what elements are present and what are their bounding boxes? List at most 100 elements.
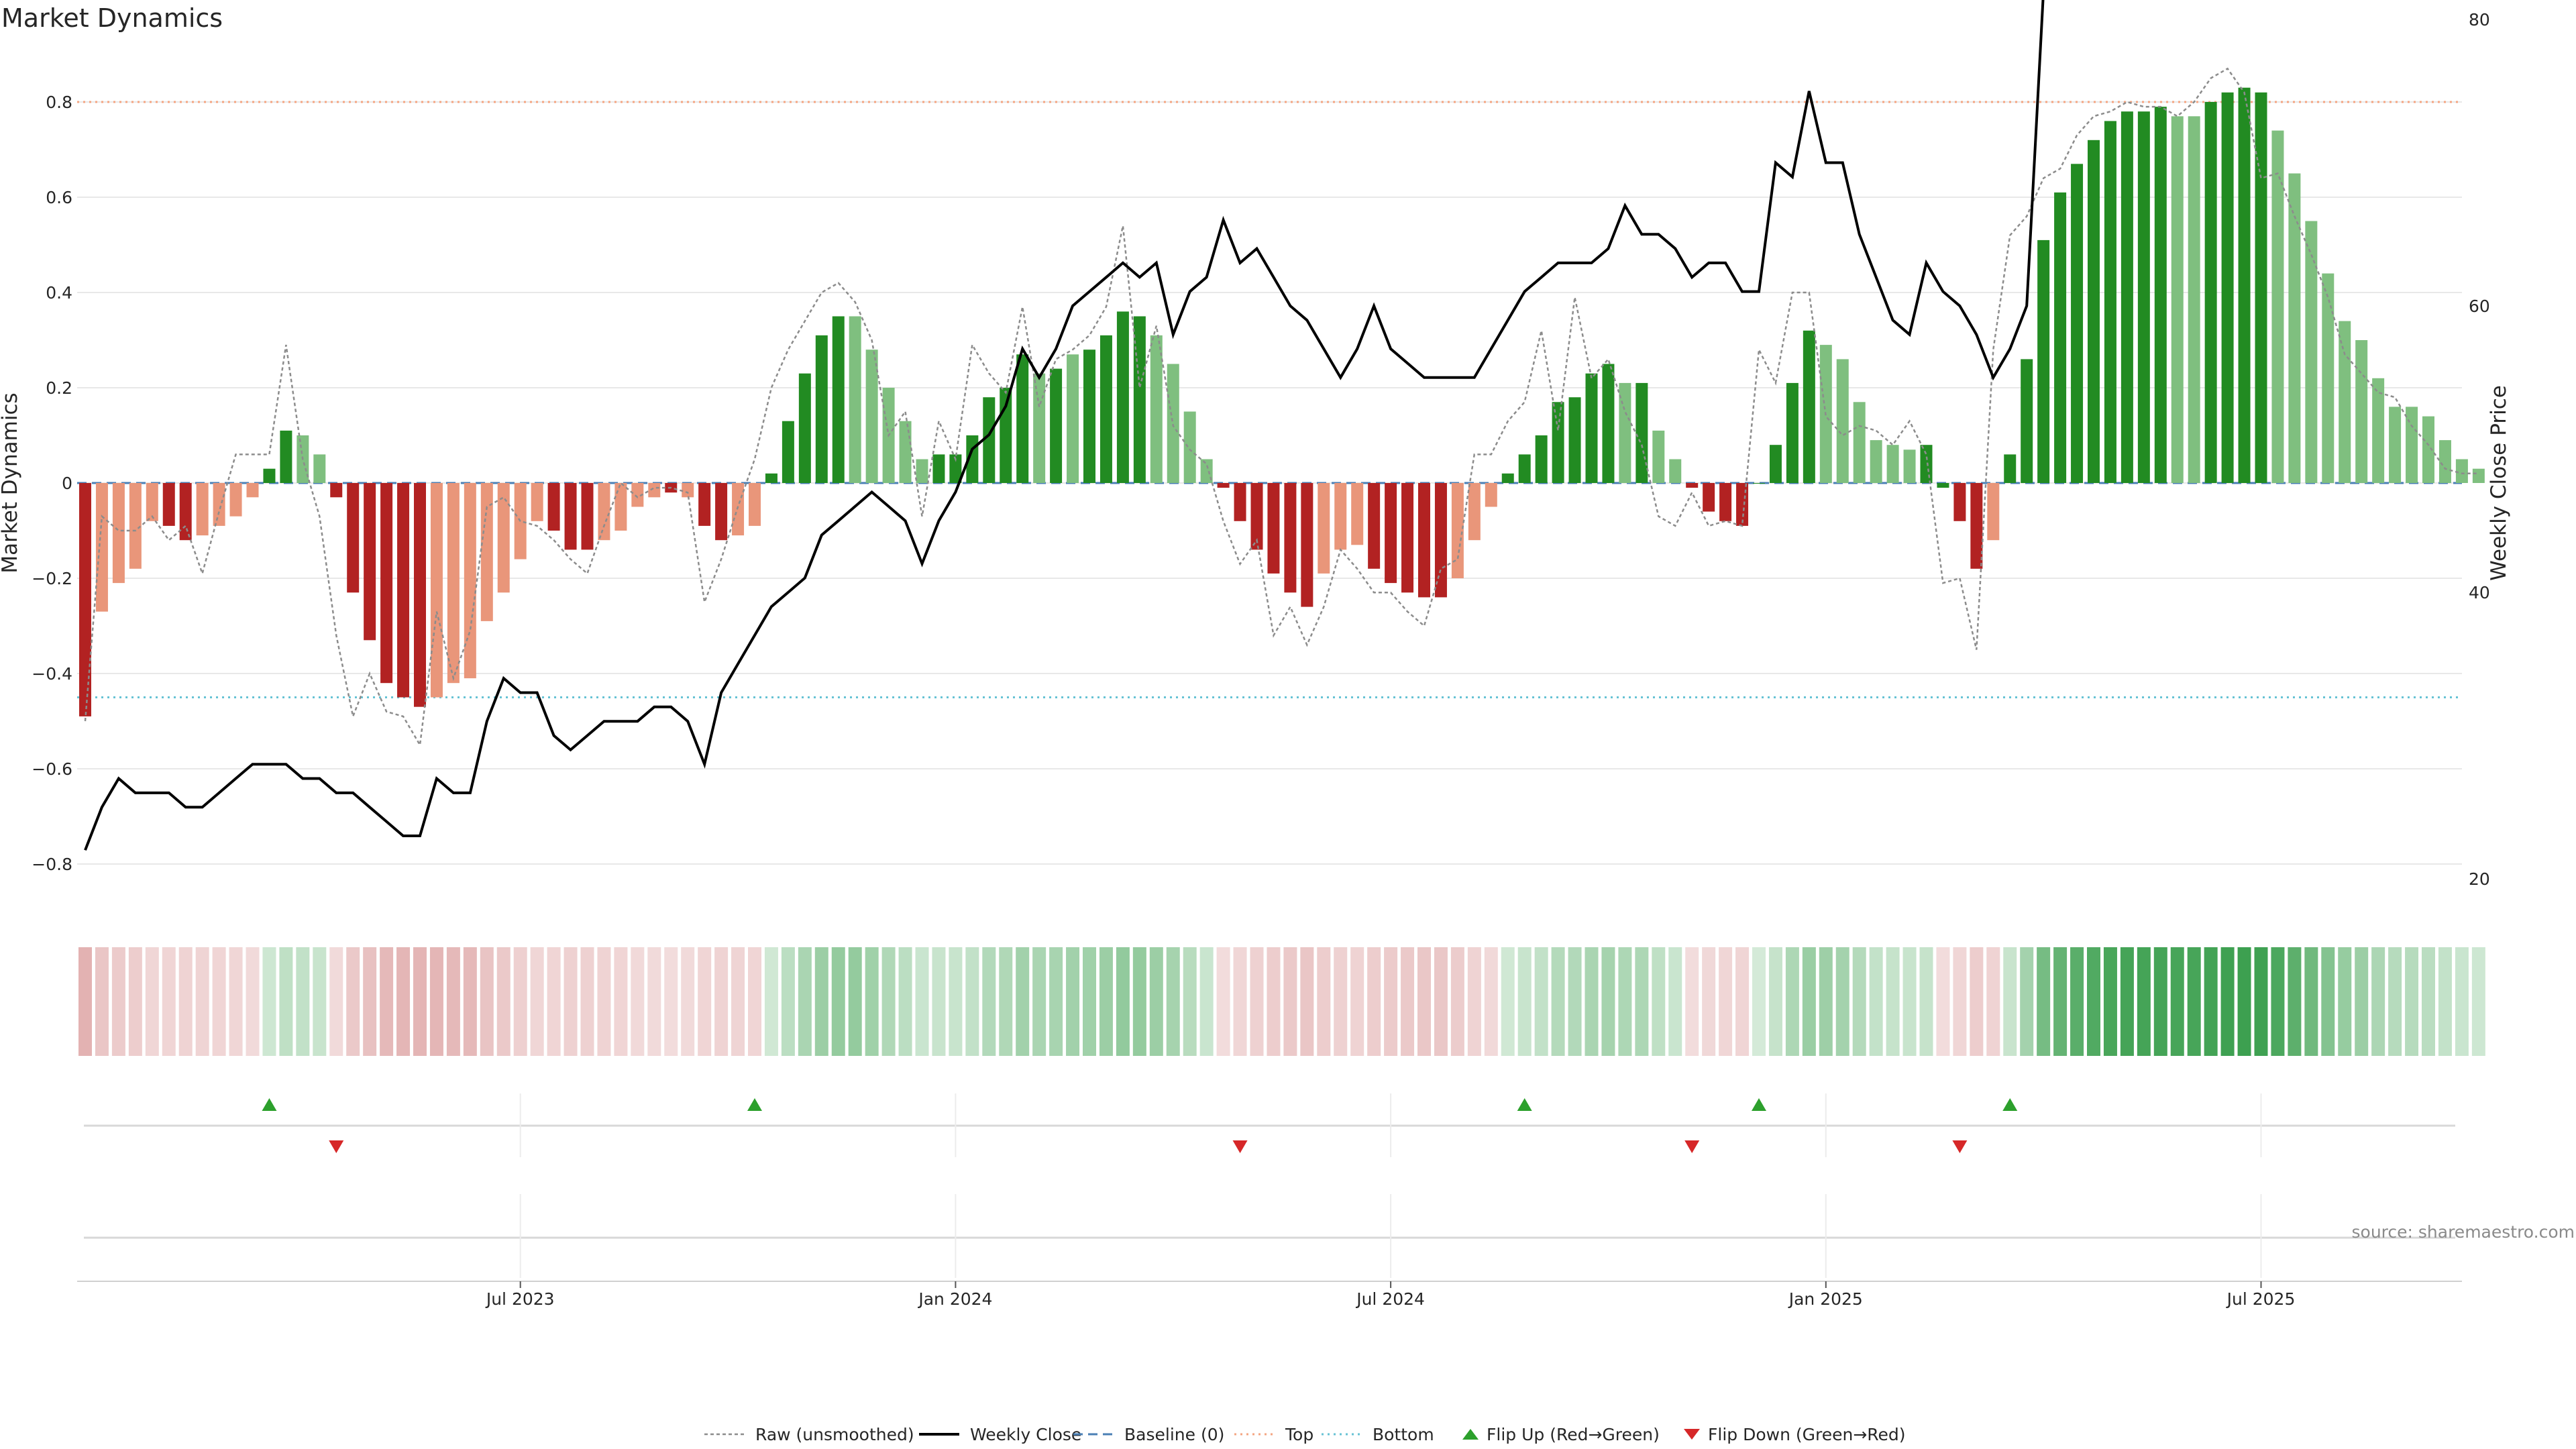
heat-cell	[246, 947, 260, 1056]
heat-cell	[111, 947, 125, 1056]
heat-cell	[346, 947, 360, 1056]
bar	[2372, 378, 2385, 483]
legend-item: Flip Up (Red→Green)	[1462, 1425, 1660, 1444]
heat-cell	[2355, 947, 2369, 1056]
chart-title: Market Dynamics	[1, 3, 223, 33]
x-tick-label: Jul 2024	[1355, 1289, 1425, 1309]
heat-cell	[1685, 947, 1699, 1056]
bar	[447, 483, 460, 684]
bar	[1284, 483, 1297, 593]
heat-cell	[1902, 947, 1917, 1056]
bar	[313, 454, 326, 483]
flip-up-marker	[1517, 1098, 1532, 1111]
heat-cell	[446, 947, 460, 1056]
bar	[698, 483, 711, 526]
bar	[581, 483, 594, 550]
heat-cell	[1953, 947, 1967, 1056]
heat-cell	[2120, 947, 2134, 1056]
heat-cell	[865, 947, 879, 1056]
heat-cell	[2137, 947, 2151, 1056]
heat-cell	[1601, 947, 1615, 1056]
heat-cell	[2220, 947, 2235, 1056]
heat-cell	[2070, 947, 2084, 1056]
heat-cell	[178, 947, 193, 1056]
bar	[1836, 359, 1849, 483]
bar	[547, 483, 560, 531]
heat-cell	[2204, 947, 2218, 1056]
heat-cell	[1334, 947, 1348, 1056]
heat-cell	[78, 947, 92, 1056]
flip-up-marker	[2002, 1098, 2018, 1111]
y2-axis-label: Weekly Close Price	[2487, 385, 2511, 581]
legend-label: Flip Up (Red→Green)	[1487, 1425, 1660, 1444]
bar	[832, 316, 845, 483]
heat-cell	[2087, 947, 2100, 1056]
bar	[213, 483, 225, 526]
x-tick-label: Jan 2024	[917, 1289, 992, 1309]
bar	[1150, 335, 1163, 483]
bar	[1418, 483, 1430, 598]
bar	[2389, 407, 2402, 483]
heat-cell	[1886, 947, 1900, 1056]
heat-cell	[329, 947, 343, 1056]
heat-cell	[999, 947, 1013, 1056]
heat-cell	[1267, 947, 1281, 1056]
heat-cell	[764, 947, 778, 1056]
bar	[749, 483, 761, 526]
bar	[1703, 483, 1715, 512]
bar	[1385, 483, 1397, 584]
heat-cell	[1401, 947, 1415, 1056]
heat-cell	[614, 947, 628, 1056]
heat-cell	[1283, 947, 1297, 1056]
heat-cell	[814, 947, 828, 1056]
bar	[598, 483, 610, 541]
heat-cell	[1652, 947, 1666, 1056]
heat-cell	[848, 947, 862, 1056]
heat-cell	[1919, 947, 1933, 1056]
bar	[1401, 483, 1414, 593]
legend-item: Bottom	[1322, 1425, 1434, 1444]
y-tick-label: −0.2	[32, 569, 72, 588]
bar	[414, 483, 426, 707]
bar	[1619, 382, 1631, 483]
heat-cell	[313, 947, 327, 1056]
y2-tick-label: 80	[2469, 10, 2490, 30]
bar	[949, 454, 962, 483]
heat-cell	[463, 947, 477, 1056]
heat-cell	[965, 947, 979, 1056]
bar	[1786, 382, 1799, 483]
heat-cell	[748, 947, 761, 1056]
heat-cell	[1032, 947, 1046, 1056]
bar	[715, 483, 728, 541]
heat-cell	[1199, 947, 1214, 1056]
bar	[1652, 430, 1665, 483]
heat-cell	[1517, 947, 1532, 1056]
bar	[1719, 483, 1732, 521]
bar	[1903, 449, 1916, 483]
heat-cell	[429, 947, 443, 1056]
heat-cell	[1484, 947, 1498, 1056]
market-dynamics-bars	[79, 87, 2485, 716]
bar	[1769, 445, 1782, 483]
heat-cell	[798, 947, 812, 1056]
heat-cell	[1835, 947, 1849, 1056]
bar	[497, 483, 510, 593]
heat-cell	[1116, 947, 1130, 1056]
heat-cell	[564, 947, 578, 1056]
heat-cell	[915, 947, 929, 1056]
heat-cell	[1735, 947, 1750, 1056]
axes: −0.8−0.6−0.4−0.200.20.40.60.820406080100…	[32, 10, 2490, 889]
heat-cell	[162, 947, 176, 1056]
bar	[2355, 340, 2368, 483]
heat-cell	[1450, 947, 1464, 1056]
bar	[1501, 473, 1514, 483]
heat-cell	[831, 947, 845, 1056]
bar	[1083, 350, 1095, 483]
heat-cell	[1852, 947, 1866, 1056]
x-tick-label: Jan 2025	[1788, 1289, 1863, 1309]
bar	[1669, 459, 1682, 483]
bar	[916, 459, 928, 483]
heat-cell	[1367, 947, 1381, 1056]
y2-tick-label: 20	[2469, 869, 2490, 889]
bar	[480, 483, 493, 621]
